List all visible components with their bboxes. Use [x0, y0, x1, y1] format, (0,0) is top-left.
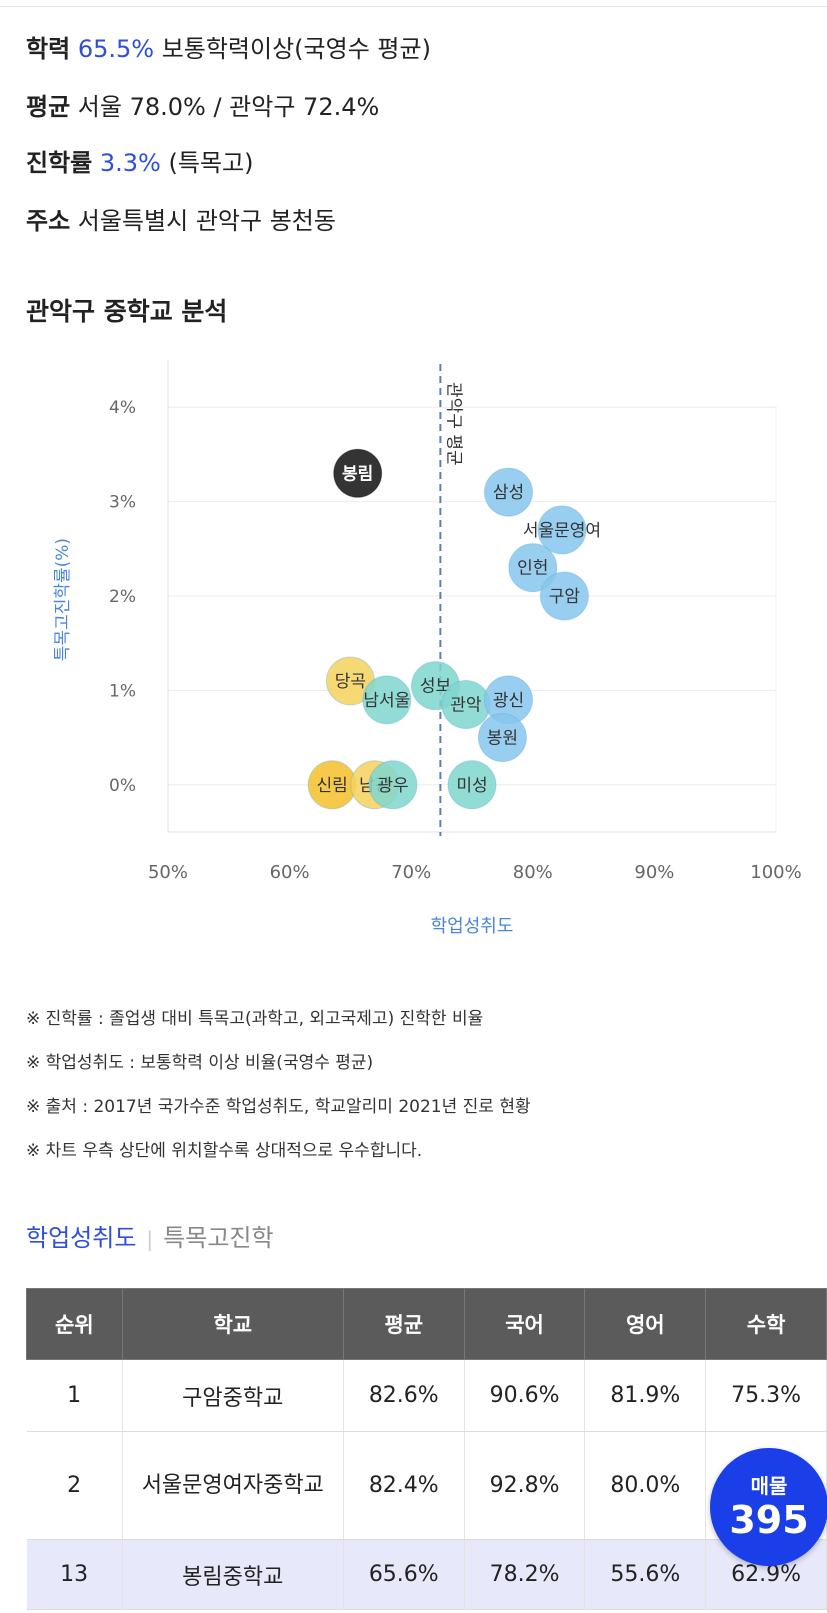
- scatter-point: [477, 713, 527, 763]
- col-eng: 영어: [584, 1288, 707, 1360]
- y-tick-label: 4%: [109, 398, 136, 418]
- scatter-point: [368, 760, 418, 810]
- x-tick-label: 50%: [148, 862, 188, 883]
- col-school: 학교: [121, 1288, 344, 1360]
- scatter-point: [362, 675, 412, 725]
- cell-math: 75.3%: [705, 1359, 827, 1432]
- scatter-point: [539, 571, 589, 621]
- cell-rank: 13: [26, 1539, 123, 1610]
- table-header-row: 순위 학교 평균 국어 영어 수학: [26, 1288, 827, 1360]
- table-row[interactable]: 2 서울문영여자중학교 82.4% 92.8% 80.0% 74.3%: [26, 1431, 827, 1540]
- scatter-chart: 4% 3% 2% 1% 0% 50% 60% 70% 80% 90% 100% 학업성취도 특목고진학률…: [53, 360, 802, 937]
- point-label: 봉원: [487, 729, 518, 749]
- cell-avg: 82.6%: [343, 1359, 465, 1432]
- note: ※ 진학률 : 졸업생 대비 특목고(과학고, 외고국제고) 진학한 비율: [26, 1009, 484, 1029]
- scatter-point: [333, 448, 383, 498]
- point-label: 관악: [450, 696, 482, 716]
- cell-rank: 2: [26, 1431, 123, 1540]
- ranking-table: 순위 학교 평균 국어 영어 수학 1 구암중학교 82.6% 90.6% 81…: [26, 1288, 827, 1610]
- district-average-label: 관악구 평균: [443, 382, 463, 466]
- point-label: 봉림: [342, 464, 373, 484]
- cell-avg: 82.4%: [343, 1431, 465, 1540]
- y-tick-label: 2%: [109, 587, 136, 607]
- badge-count: 395: [729, 1498, 809, 1542]
- tab-achievement[interactable]: 학업성취도: [26, 1224, 137, 1252]
- info-advancement: 진학률 3.3% (특목고): [26, 148, 253, 178]
- scatter-point: [483, 467, 533, 517]
- cell-kor: 92.8%: [464, 1431, 586, 1540]
- info-label: 주소: [26, 207, 71, 235]
- y-axis-label: 특목고진학률(%): [53, 538, 73, 661]
- top-divider: [0, 6, 827, 7]
- note: ※ 출처 : 2017년 국가수준 학업성취도, 학교알리미 2021년 진로 …: [26, 1097, 531, 1117]
- cell-school: 서울문영여자중학교: [122, 1431, 344, 1540]
- scatter-point: [447, 760, 497, 810]
- table-row[interactable]: 1 구암중학교 82.6% 90.6% 81.9% 75.3%: [26, 1359, 827, 1432]
- info-average: 평균 서울 78.0% / 관악구 72.4%: [26, 92, 379, 122]
- table-row-current[interactable]: 13 봉림중학교 65.6% 78.2% 55.6% 62.9%: [26, 1539, 827, 1610]
- cell-school: 봉림중학교: [122, 1539, 344, 1610]
- info-achievement: 학력 65.5% 보통학력이상(국영수 평균): [26, 34, 431, 64]
- note: ※ 차트 우측 상단에 위치할수록 상대적으로 우수합니다.: [26, 1141, 423, 1161]
- y-tick-label: 0%: [109, 776, 136, 796]
- col-avg: 평균: [342, 1288, 465, 1360]
- x-tick-label: 100%: [750, 862, 801, 883]
- point-label: 당곡: [335, 672, 366, 692]
- note: ※ 학업성취도 : 보통학력 이상 비율(국영수 평균): [26, 1053, 374, 1073]
- section-title: 관악구 중학교 분석: [26, 297, 228, 326]
- point-label: 삼성: [493, 483, 524, 503]
- tab-special-school[interactable]: 특목고진학: [163, 1224, 274, 1252]
- notes: ※ 진학률 : 졸업생 대비 특목고(과학고, 외고국제고) 진학한 비율 ※ …: [26, 1005, 531, 1181]
- point-label: 인헌: [517, 559, 548, 579]
- x-axis-label: 학업성취도: [431, 916, 514, 937]
- point-label: 신림: [317, 776, 348, 796]
- y-tick-label: 3%: [109, 493, 136, 513]
- col-kor: 국어: [463, 1288, 586, 1360]
- cell-eng: 81.9%: [584, 1359, 707, 1432]
- point-label: 미성: [456, 776, 487, 796]
- cell-kor: 78.2%: [464, 1539, 586, 1610]
- x-tick-label: 70%: [391, 862, 431, 883]
- badge-label: 매물: [750, 1474, 788, 1498]
- info-text: 서울특별시 관악구 봉천동: [70, 207, 336, 235]
- point-label: 구암: [549, 587, 581, 607]
- info-text: 서울 78.0% / 관악구 72.4%: [70, 93, 380, 121]
- cell-kor: 90.6%: [464, 1359, 586, 1432]
- col-rank: 순위: [26, 1288, 123, 1360]
- achievement-value: 65.5%: [77, 35, 155, 63]
- tab-bar: 학업성취도 | 특목고진학: [26, 1218, 274, 1253]
- point-label: 서울문영여: [523, 521, 601, 541]
- cell-eng: 80.0%: [584, 1431, 707, 1540]
- info-label: 평균: [26, 93, 71, 121]
- advancement-value: 3.3%: [99, 149, 161, 177]
- col-math: 수학: [705, 1288, 827, 1360]
- listing-badge-button[interactable]: 매물 395: [710, 1448, 827, 1566]
- x-tick-label: 60%: [270, 862, 310, 883]
- scatter-point: [537, 505, 587, 555]
- point-label: 성보: [420, 677, 451, 697]
- info-text: (특목고): [160, 149, 254, 177]
- info-text: 보통학력이상(국영수 평균): [154, 35, 431, 63]
- x-tick-label: 90%: [634, 862, 674, 883]
- cell-eng: 55.6%: [584, 1539, 707, 1610]
- y-tick-label: 1%: [109, 681, 136, 701]
- point-label: 남서울: [363, 691, 410, 711]
- point-label: 광신: [493, 691, 524, 711]
- info-label: 학력: [26, 35, 71, 63]
- cell-rank: 1: [26, 1359, 123, 1432]
- point-label: 광우: [377, 776, 408, 796]
- info-label: 진학률: [26, 149, 93, 177]
- tab-separator: |: [146, 1227, 154, 1251]
- cell-school: 구암중학교: [122, 1359, 344, 1432]
- cell-avg: 65.6%: [343, 1539, 465, 1610]
- info-address: 주소 서울특별시 관악구 봉천동: [26, 206, 336, 236]
- scatter-point: [508, 543, 558, 593]
- x-tick-label: 80%: [513, 862, 553, 883]
